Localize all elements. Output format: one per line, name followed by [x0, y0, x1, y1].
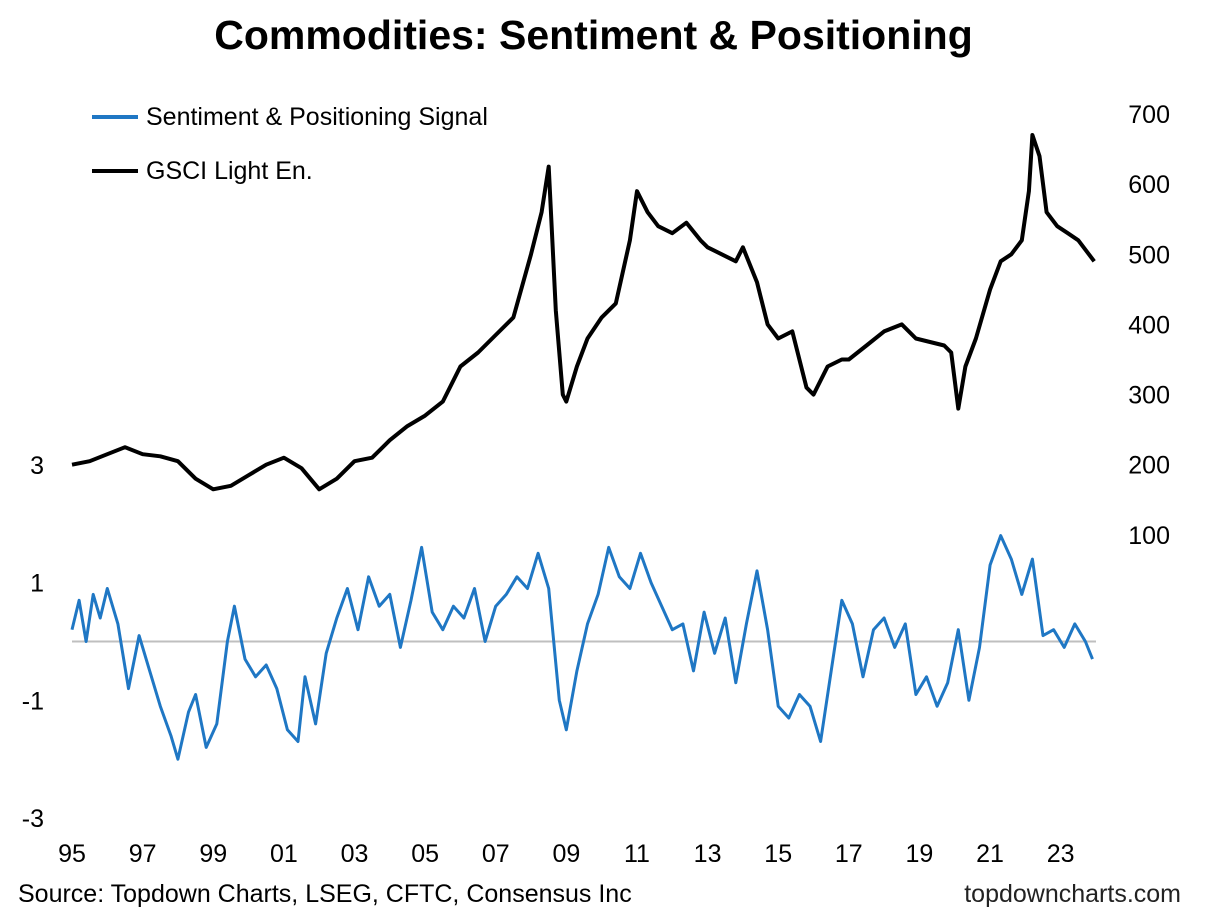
y-left-tick-label: 3 [30, 452, 44, 480]
y-right-tick-label: 500 [1128, 241, 1170, 269]
legend-swatch-signal [92, 115, 138, 119]
x-tick-label: 97 [129, 840, 157, 868]
signal-series-line [70, 534, 1094, 761]
x-tick-label: 99 [199, 840, 227, 868]
x-tick-label: 05 [411, 840, 439, 868]
x-tick-label: 01 [270, 840, 298, 868]
y-left-tick-label: -3 [22, 805, 44, 833]
x-tick-label: 09 [552, 840, 580, 868]
y-right-tick-label: 700 [1128, 101, 1170, 129]
legend-label-index: GSCI Light En. [146, 156, 313, 185]
chart-title: Commodities: Sentiment & Positioning [214, 12, 973, 58]
x-tick-label: 11 [624, 840, 650, 868]
x-tick-label: 21 [976, 840, 1004, 868]
legend-item-index: GSCI Light En. [92, 144, 488, 198]
source-note: Source: Topdown Charts, LSEG, CFTC, Cons… [18, 880, 632, 908]
y-left-tick-label: 1 [30, 570, 44, 598]
y-right-tick-label: 200 [1128, 452, 1170, 480]
x-tick-label: 07 [482, 840, 510, 868]
y-left-tick-label: -1 [22, 687, 44, 715]
x-tick-label: 23 [1047, 840, 1075, 868]
y-right-tick-label: 600 [1128, 171, 1170, 199]
chart-legend: Sentiment & Positioning Signal GSCI Ligh… [92, 90, 488, 198]
legend-item-signal: Sentiment & Positioning Signal [92, 90, 488, 144]
x-tick-label: 19 [906, 840, 934, 868]
legend-label-signal: Sentiment & Positioning Signal [146, 102, 488, 131]
legend-swatch-index [92, 169, 138, 173]
y-right-tick-label: 300 [1128, 382, 1170, 410]
y-right-tick-label: 100 [1128, 522, 1170, 550]
y-right-tick-label: 400 [1128, 311, 1170, 339]
x-tick-label: 15 [764, 840, 792, 868]
gsci-series-line [71, 133, 1096, 492]
x-tick-label: 17 [835, 840, 863, 868]
brand-watermark: topdowncharts.com [964, 880, 1181, 908]
x-tick-label: 03 [341, 840, 369, 868]
x-tick-label: 13 [694, 840, 722, 868]
x-tick-label: 95 [58, 840, 86, 868]
